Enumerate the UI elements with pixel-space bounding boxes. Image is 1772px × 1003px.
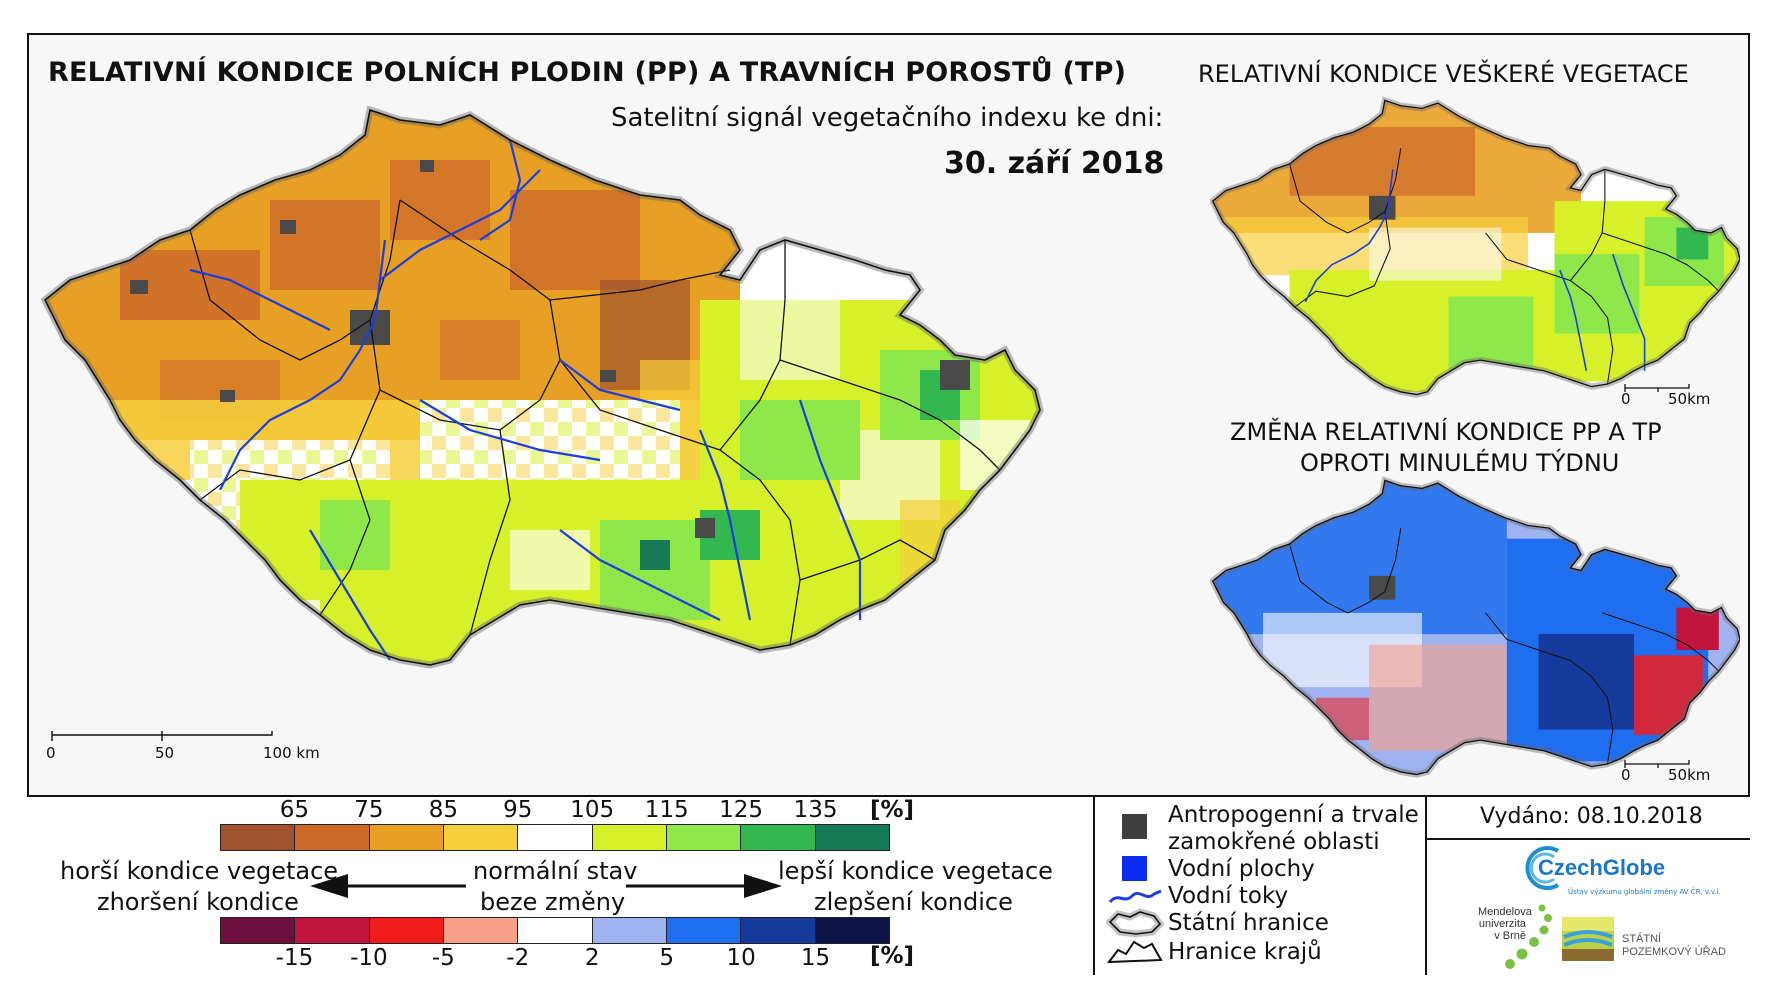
condition-swatch (666, 825, 742, 850)
anthropogenic-swatch (1122, 814, 1147, 839)
change-tick-label: 10 (726, 945, 756, 971)
change-swatch (666, 918, 742, 943)
czechglobe-subtitle: Ústav výzkumu globální změny AV ČR, v.v.… (1568, 888, 1721, 896)
main-scale-bar (51, 731, 273, 741)
mendelu-line2: univerzita (1478, 918, 1526, 930)
change-color-ramp (220, 917, 890, 944)
legend-divider-2 (1425, 795, 1427, 975)
right-bottom-title-1: ZMĚNA RELATIVNÍ KONDICE PP A TP (1230, 418, 1662, 446)
mendelu-line1: Mendelova (1478, 906, 1532, 918)
legend-mid-line2: beze změny (480, 888, 626, 916)
change-unit: [%] (870, 943, 915, 969)
top-scale-50: 50km (1668, 390, 1711, 408)
bottom-scale-50: 50km (1668, 766, 1711, 784)
main-scale-50: 50 (155, 744, 175, 762)
river-icon (1108, 889, 1162, 904)
czechglobe-logo-icon (1525, 846, 1560, 890)
spu-name: STÁTNÍ POZEMKOVÝ ÚŘAD (1622, 933, 1726, 959)
change-tick-label: -10 (350, 945, 388, 971)
czechglobe-name: CzechGlobe (1538, 855, 1666, 880)
legend-mid-line1: normální stav (473, 857, 638, 885)
change-map (1210, 475, 1740, 780)
condition-swatch (221, 825, 296, 850)
condition-tick-label: 75 (354, 797, 384, 823)
key-water-areas: Vodní plochy (1168, 856, 1315, 882)
main-map (40, 100, 1180, 770)
spu-line1: STÁTNÍ (1622, 933, 1662, 945)
change-tick-label: -2 (506, 945, 530, 971)
change-swatch (221, 918, 296, 943)
condition-swatch (295, 825, 370, 850)
region-border-icon (1106, 940, 1163, 964)
condition-swatch (443, 825, 519, 850)
condition-swatch (369, 825, 444, 850)
info-divider (1425, 838, 1750, 840)
condition-swatch (518, 825, 593, 850)
mendelu-logo: Mendelova univerzita v Brně (1478, 906, 1532, 942)
state-border-icon (1106, 908, 1164, 938)
arrow-left-icon (310, 874, 466, 898)
vegetation-map (1210, 95, 1740, 400)
legend-left-line1: horší kondice vegetace (60, 857, 339, 885)
arrow-right-icon (626, 874, 782, 898)
condition-swatch (741, 825, 816, 850)
change-swatch (815, 918, 889, 943)
condition-swatch (815, 825, 889, 850)
spu-logo-icon (1562, 917, 1614, 961)
top-scale-0: 0 (1621, 390, 1631, 408)
mendelu-dots-icon (1505, 904, 1552, 969)
key-state-border: Státní hranice (1168, 910, 1329, 936)
condition-color-ramp (220, 824, 890, 851)
main-scale-100: 100 km (263, 744, 320, 762)
change-tick-label: 2 (584, 945, 600, 971)
main-date: 30. září 2018 (944, 146, 1165, 181)
condition-swatch (592, 825, 667, 850)
change-swatch (369, 918, 444, 943)
condition-tick-label: 95 (503, 797, 533, 823)
change-tick-label: -15 (275, 945, 314, 971)
key-rivers: Vodní toky (1168, 883, 1289, 909)
water-areas-swatch (1122, 856, 1147, 881)
change-tick-label: 15 (800, 945, 831, 971)
condition-unit: [%] (870, 797, 915, 823)
spu-line2: POZEMKOVÝ ÚŘAD (1622, 946, 1726, 958)
right-bottom-title-2: OPROTI MINULÉMU TÝDNU (1300, 449, 1620, 477)
main-scale-0: 0 (46, 744, 56, 762)
change-swatch (741, 918, 816, 943)
change-swatch (295, 918, 370, 943)
change-swatch (443, 918, 519, 943)
condition-tick-label: 135 (793, 797, 838, 823)
right-top-title: RELATIVNÍ KONDICE VEŠKERÉ VEGETACE (1198, 60, 1689, 88)
change-tick-label: 5 (659, 945, 674, 971)
legend-right-line1: lepší kondice vegetace (778, 857, 1053, 885)
condition-tick-label: 105 (570, 797, 615, 823)
key-anthropogenic-line2: zamokřené oblasti (1168, 829, 1380, 855)
legend-divider-1 (1093, 795, 1095, 975)
top-scale-bar (1624, 384, 1690, 392)
issued-date: Vydáno: 08.10.2018 (1480, 804, 1703, 829)
mendelu-line3: v Brně (1494, 930, 1526, 942)
legend-left-line2: zhoršení kondice (97, 888, 299, 916)
key-region-border: Hranice krajů (1168, 939, 1322, 965)
condition-tick-label: 115 (644, 797, 689, 823)
condition-tick-label: 65 (279, 797, 310, 823)
change-swatch (592, 918, 667, 943)
legend-right-line2: zlepšení kondice (814, 888, 1013, 916)
condition-tick-label: 85 (428, 797, 458, 823)
bottom-scale-0: 0 (1621, 766, 1631, 784)
condition-tick-label: 125 (719, 797, 764, 823)
change-tick-label: -5 (431, 945, 455, 971)
change-swatch (518, 918, 593, 943)
bottom-scale-bar (1624, 760, 1690, 768)
main-title: RELATIVNÍ KONDICE POLNÍCH PLODIN (PP) A … (48, 57, 1127, 88)
main-subtitle: Satelitní signál vegetačního indexu ke d… (611, 103, 1164, 133)
key-anthropogenic-line1: Antropogenní a trvale (1168, 802, 1419, 828)
